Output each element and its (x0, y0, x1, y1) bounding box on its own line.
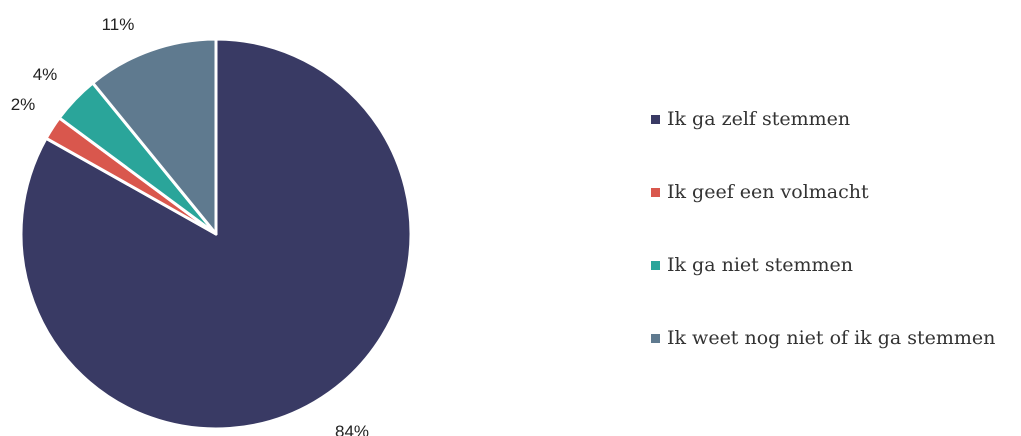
legend-swatch-4 (651, 334, 660, 343)
legend-label-4: Ik weet nog niet of ik ga stemmen (667, 327, 995, 349)
legend-label-3: Ik ga niet stemmen (667, 254, 853, 276)
legend-label-2: Ik geef een volmacht (667, 181, 869, 203)
slice-value-label-3: 4% (33, 65, 58, 84)
slice-value-label-1: 84% (335, 422, 369, 436)
slice-value-labels: 84% 2% 4% 11% (11, 15, 369, 436)
pie-slice-4 (91, 37, 218, 236)
legend-swatch-2 (651, 188, 660, 197)
chart-legend: Ik ga zelf stemmen Ik geef een volmacht Ik… (651, 108, 995, 349)
legend-swatch-3 (651, 261, 660, 270)
slice-value-label-2: 2% (11, 95, 36, 114)
pie-slices (19, 37, 413, 431)
slice-value-label-4: 11% (102, 15, 135, 34)
legend-label-1: Ik ga zelf stemmen (667, 108, 850, 130)
legend-swatch-1 (651, 115, 660, 124)
